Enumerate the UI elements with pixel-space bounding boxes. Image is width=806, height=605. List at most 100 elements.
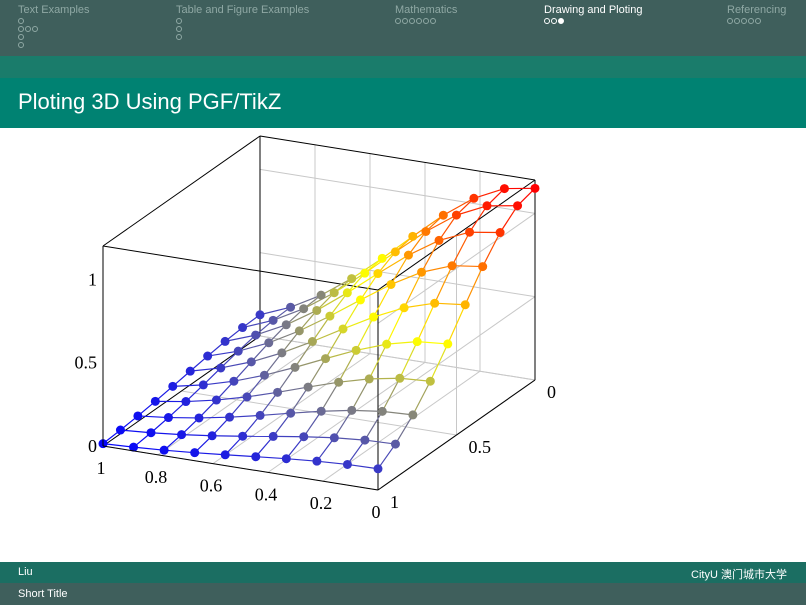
mesh-line xyxy=(368,343,388,380)
mesh-line xyxy=(386,341,418,345)
mesh-line xyxy=(281,340,313,354)
nav-dot[interactable] xyxy=(176,26,182,32)
nav-section-drawing-ploting[interactable]: Drawing and Ploting xyxy=(544,4,642,26)
nav-dot[interactable] xyxy=(25,26,31,32)
mesh-line xyxy=(373,284,392,318)
mesh-line xyxy=(407,231,427,256)
mesh-line xyxy=(351,409,383,412)
nav-dot[interactable] xyxy=(748,18,754,24)
surface-point xyxy=(198,380,208,390)
mesh-line xyxy=(320,381,340,412)
nav-dot[interactable] xyxy=(402,18,408,24)
surface-point xyxy=(246,357,256,367)
surface-point xyxy=(513,201,523,211)
mesh-line xyxy=(224,334,256,342)
mesh-line xyxy=(386,307,405,345)
nav-dot[interactable] xyxy=(395,18,401,24)
nav-dot[interactable] xyxy=(430,18,436,24)
nav-dot[interactable] xyxy=(544,18,550,24)
mesh-line xyxy=(434,265,453,304)
mesh-line xyxy=(238,342,269,352)
mesh-line xyxy=(403,271,423,309)
mesh-line xyxy=(229,414,261,418)
nav-dot[interactable] xyxy=(755,18,761,24)
mesh-line xyxy=(263,352,283,376)
nav-section-label: Table and Figure Examples xyxy=(176,4,310,16)
mesh-line xyxy=(443,197,475,216)
axis-line xyxy=(102,135,261,247)
mesh-line xyxy=(421,240,440,273)
mesh-line xyxy=(416,302,436,342)
surface-point xyxy=(316,406,326,416)
nav-dot[interactable] xyxy=(727,18,733,24)
surface-point xyxy=(312,456,322,466)
grid-line xyxy=(259,168,536,214)
y-tick-label: 1 xyxy=(390,492,399,512)
mesh-line xyxy=(438,214,457,241)
mesh-line xyxy=(294,358,326,368)
surface-mesh xyxy=(98,183,540,474)
mesh-line xyxy=(425,214,457,233)
mesh-line xyxy=(342,299,361,330)
surface-point xyxy=(325,311,335,321)
surface-point xyxy=(382,339,392,349)
mesh-line xyxy=(364,439,396,445)
mesh-line xyxy=(329,299,361,317)
surface-point xyxy=(447,261,457,271)
surface-point xyxy=(465,227,475,237)
nav-dot-current[interactable] xyxy=(558,18,564,24)
nav-dot[interactable] xyxy=(734,18,740,24)
nav-dot[interactable] xyxy=(551,18,557,24)
nav-dot[interactable] xyxy=(423,18,429,24)
surface-point xyxy=(360,268,370,278)
mesh-line xyxy=(137,415,169,419)
nav-dot[interactable] xyxy=(18,26,24,32)
y-tick-label: 0 xyxy=(547,382,556,402)
nav-dot[interactable] xyxy=(18,34,24,40)
mesh-line xyxy=(452,265,483,268)
nav-section-mathematics[interactable]: Mathematics xyxy=(395,4,457,26)
surface-point xyxy=(290,362,300,372)
mesh-line xyxy=(312,328,344,343)
header-strip xyxy=(0,56,806,78)
mesh-line xyxy=(499,205,519,233)
nav-dots xyxy=(727,18,786,26)
x-tick-label: 1 xyxy=(97,458,106,478)
mesh-line xyxy=(364,251,396,274)
nav-dot[interactable] xyxy=(741,18,747,24)
nav-section-label: Drawing and Ploting xyxy=(544,4,643,16)
surface-point xyxy=(286,408,296,418)
surface-point xyxy=(430,298,440,308)
nav-section-text-examples[interactable]: Text Examples xyxy=(18,4,90,50)
surface-point xyxy=(307,337,317,347)
nav-dot[interactable] xyxy=(18,42,24,48)
mesh-line xyxy=(120,429,152,434)
mesh-line xyxy=(311,315,331,342)
surface-point xyxy=(434,235,444,245)
mesh-line xyxy=(360,283,392,301)
nav-section-label: Referencing xyxy=(727,4,787,16)
surface-point xyxy=(233,346,243,356)
mesh-line xyxy=(351,378,370,411)
mesh-line xyxy=(251,352,283,363)
nav-dot[interactable] xyxy=(409,18,415,24)
nav-section-table-figure[interactable]: Table and Figure Examples xyxy=(176,4,309,42)
nav-section-referencing[interactable]: Referencing xyxy=(727,4,786,26)
mesh-line xyxy=(381,378,401,412)
x-tick-label: 0 xyxy=(372,502,381,522)
nav-dot[interactable] xyxy=(176,34,182,40)
mesh-line xyxy=(185,399,217,403)
surface-point xyxy=(347,405,357,415)
surface-point xyxy=(190,448,200,458)
mesh-line xyxy=(399,341,418,379)
nav-dot[interactable] xyxy=(18,18,24,24)
nav-dot[interactable] xyxy=(176,18,182,24)
mesh-line xyxy=(329,292,348,317)
mesh-line xyxy=(216,396,248,401)
mesh-line xyxy=(394,414,414,445)
nav-dot[interactable] xyxy=(416,18,422,24)
surface-point xyxy=(163,413,173,423)
surface-point xyxy=(303,382,313,392)
nav-dot[interactable] xyxy=(32,26,38,32)
